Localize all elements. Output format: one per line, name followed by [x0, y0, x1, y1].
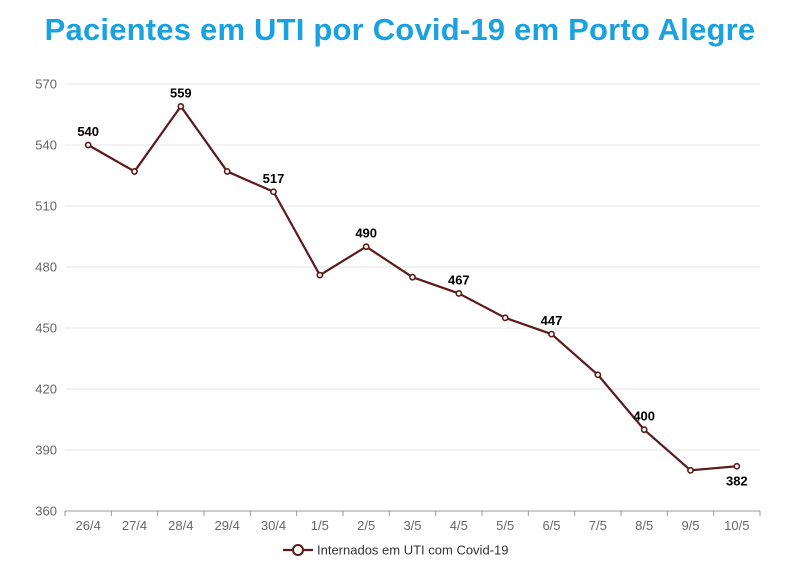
x-axis: 26/4 27/4 28/4 29/4 30/4 1/5 2/5 3/5 4/5 5/5 6/5 7/… — [64, 510, 761, 533]
data-point — [362, 243, 370, 251]
x-tick-label: 26/4 — [76, 518, 101, 533]
data-point — [687, 466, 694, 474]
chart-title: Pacientes em UTI por Covid-19 em Porto A… — [44, 12, 756, 47]
data-label: 382 — [726, 473, 748, 488]
x-tick-label: 7/5 — [589, 518, 607, 533]
x-tick-label: 4/5 — [450, 518, 468, 533]
x-tick-label: 30/4 — [261, 518, 286, 533]
x-tick-label: 28/4 — [168, 518, 193, 533]
x-tick-label: 10/5 — [724, 518, 749, 533]
data-point — [131, 168, 138, 175]
legend: Internados em UTI com Covid-19 — [283, 543, 508, 558]
data-point — [270, 188, 277, 196]
data-point — [455, 290, 463, 297]
data-point — [501, 314, 509, 322]
data-point — [640, 426, 648, 434]
data-label: 400 — [633, 409, 655, 424]
legend-label: Internados em UTI com Covid-19 — [317, 543, 508, 558]
y-tick-label: 420 — [35, 382, 57, 397]
data-point — [177, 102, 185, 110]
x-tick-label: 8/5 — [635, 518, 653, 533]
y-tick-label: 450 — [35, 321, 57, 336]
x-tick-label: 2/5 — [357, 518, 375, 533]
x-tick-label: 29/4 — [215, 518, 240, 533]
data-point — [594, 371, 602, 379]
x-tick-label: 1/5 — [311, 518, 329, 533]
y-tick-label: 540 — [35, 138, 57, 153]
x-tick-label: 5/5 — [496, 518, 514, 533]
x-tick-label: 3/5 — [403, 518, 421, 533]
x-tick-label: 9/5 — [681, 518, 699, 533]
data-point — [316, 271, 324, 279]
x-tick-label: 6/5 — [542, 518, 560, 533]
data-label: 447 — [541, 313, 563, 328]
data-labels: 540 559 517 490 467 447 400 382 — [77, 85, 747, 488]
data-label: 517 — [263, 171, 285, 186]
data-point — [84, 141, 92, 149]
y-tick-label: 390 — [35, 443, 57, 458]
gridlines — [65, 83, 760, 451]
series-layer — [84, 102, 741, 474]
y-tick-label: 510 — [35, 199, 57, 214]
y-tick-label: 570 — [35, 77, 57, 92]
y-axis: 360 390 420 450 480 510 540 570 — [35, 77, 57, 519]
data-label: 559 — [170, 85, 192, 100]
legend-marker — [292, 544, 304, 556]
data-point — [223, 168, 231, 175]
data-label: 467 — [448, 272, 470, 287]
data-point — [409, 273, 416, 281]
x-tick-label: 27/4 — [122, 518, 147, 533]
data-point — [548, 330, 555, 338]
y-tick-label: 360 — [35, 504, 57, 519]
data-point — [733, 462, 741, 470]
y-tick-label: 480 — [35, 260, 57, 275]
data-label: 490 — [355, 226, 377, 241]
data-label: 540 — [77, 124, 99, 139]
